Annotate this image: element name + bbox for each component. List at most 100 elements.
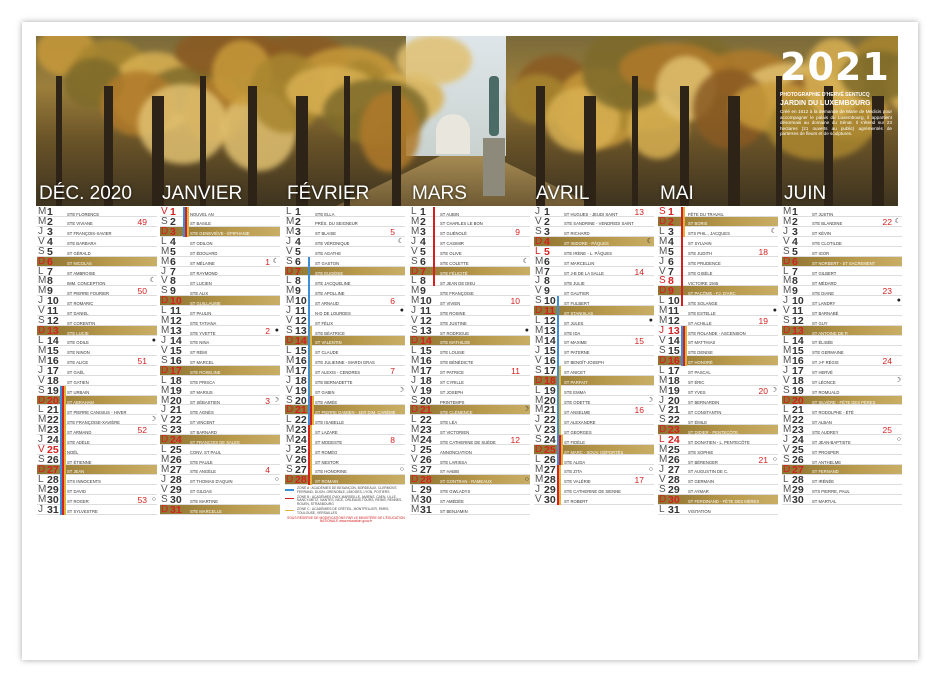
saint-name: St Jules [564,320,584,326]
saint-name: St Matthias [688,340,716,346]
day-row: J 29 Ste Catherine de Sienne [534,484,654,495]
tree-foliage [360,92,420,172]
school-holiday-bar-zone-b [310,395,312,406]
school-holiday-bar-zone-b [681,256,683,267]
day-row: S 26 St Anthelme [782,455,902,465]
weekday-letter: S [535,295,542,307]
saint-name: St Nicolas [67,261,92,267]
day-number: 13 [792,325,804,338]
weekday-letter: J [38,503,43,515]
saint-name: St François de Sales [190,439,240,445]
pantheon-dome [436,114,470,154]
day-number: 14 [420,334,432,347]
weekday-letter: J [286,374,291,386]
weekday-letter: L [411,414,417,426]
day-row: L 7 St Ambroise [37,266,157,277]
weekday-letter: M [783,215,792,227]
moon-phase-icon: ☾ [646,237,653,245]
day-row: M 9 Ste Françoise [410,286,530,297]
day-row: M 24 Ste Catherine de Suède 12 [410,435,530,445]
saint-name: St Alban [812,419,832,425]
weekday-letter: V [783,305,790,317]
day-row: M 12 St Achille 19 [658,316,778,326]
saint-name: Ste Emma [564,390,586,396]
day-number: 15 [420,344,432,357]
saint-name: St Rémi [190,350,207,356]
saint-name: Ste Lucie [67,330,89,336]
saint-name: St Benjamin [440,509,468,515]
day-number: 18 [295,374,307,387]
saint-name: Ste Apolline [315,290,345,296]
school-holiday-bar-zone-c [310,375,312,386]
saint-name: Ste Florence [67,211,100,217]
day-number: 25 [170,444,182,457]
week-number: 11 [511,365,520,376]
day-number: 3 [170,225,176,238]
school-holiday-bar-zone-c [310,345,312,356]
weekday-letter: M [783,493,792,505]
day-row: M 30 St Roger 53 ○ [37,493,157,505]
moon-phase-icon: ● [399,307,404,315]
school-holiday-bar-zone-c [187,216,189,227]
day-number: 5 [295,245,301,258]
week-number: 19 [758,316,768,327]
day-number: 22 [420,414,432,427]
weekday-letter: V [286,384,293,396]
saint-name: Ste Irène - L. Pâques [564,251,612,257]
weekday-letter: L [161,305,167,317]
day-number: 16 [47,354,59,367]
saint-name: St Anselme [564,409,591,415]
tree-trunk [200,76,206,206]
day-number: 4 [170,235,176,248]
day-number: 1 [792,206,798,218]
school-holiday-bar-zone-b [433,276,435,287]
day-number: 6 [792,255,798,268]
weekday-letter: M [38,493,47,505]
week-number: 5 [390,226,395,237]
day-row: M 4 St Sylvain [658,236,778,247]
saint-name: St Cyrille [440,380,464,386]
weekday-letter: D [535,444,543,456]
day-row: D 10 St Guillaume [160,296,280,307]
school-holiday-bar-zone-a [557,425,559,436]
weekday-letter: J [38,225,43,237]
weekday-letter: L [38,404,44,416]
day-row: L 10 Ste Solange [658,296,778,307]
saint-name: St Benoît-Joseph [564,360,604,366]
day-number: 17 [420,364,432,377]
weekday-letter: D [659,493,667,505]
weekday-letter: M [535,255,544,267]
saint-name: St Gérald [67,251,91,257]
saint-name: St Rodrigue [440,330,470,336]
day-row: M 3 St Blaise 5 [285,226,405,237]
day-row: M 10 St Arnaud 6 [285,296,405,307]
day-row: D 11 St Stanislas [534,306,654,316]
weekday-letter: M [411,295,420,307]
day-number: 27 [420,463,432,476]
tree-trunk [296,96,308,206]
day-row: M 1 Ste Florence [37,207,157,217]
school-holiday-bar-zone-b [681,216,683,227]
weekday-letter: V [161,414,168,426]
saint-name: Ste Prudence [688,261,721,267]
day-number: 15 [295,344,307,357]
day-row: M 17 St Patrice 11 [410,364,530,377]
month-column: L 1 Ste Ella M 2 Prés. du Seigneur M 3 St Blaise… [285,207,405,485]
school-holiday-bar-zone-b [308,425,310,436]
day-number: 12 [544,315,556,328]
saint-name: St Achille [688,320,712,326]
weekday-letter: V [286,454,293,466]
day-row: M 1 St Justin [782,207,902,217]
saint-name: St Augustin de C. [688,469,729,475]
day-number: 6 [544,255,550,268]
weekday-letter: J [286,305,291,317]
saint-name: St Éric [688,380,705,386]
saint-name: St Richard [564,231,590,237]
month-header: JUIN [784,183,827,204]
day-row: L 14 St Élisée [782,335,902,346]
day-number: 2 [170,215,176,228]
school-holiday-bar-zone-b [308,435,310,446]
day-row: M 16 Ste Julienne - Mardi Gras [285,355,405,366]
day-row: L 14 Ste Odile ● [37,335,157,346]
saint-name: St Roger [67,499,89,505]
